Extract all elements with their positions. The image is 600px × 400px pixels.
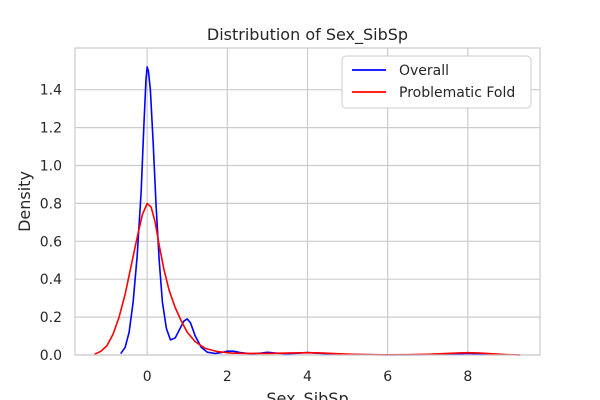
legend-box	[341, 55, 532, 109]
legend: Overall Problematic Fold	[341, 55, 532, 109]
y-tick-label: 0.8	[40, 196, 62, 212]
y-tick-label: 1.2	[40, 121, 62, 137]
legend-label-problematic-fold: Problematic Fold	[399, 85, 515, 101]
x-tick-label: 6	[383, 369, 392, 385]
overall-density-line	[120, 66, 501, 356]
y-axis-label: Density	[15, 171, 34, 232]
y-tick-label: 0.0	[40, 348, 62, 364]
axes-frame	[74, 47, 541, 356]
x-tick-label: 2	[223, 369, 232, 385]
y-tick-label: 0.2	[40, 310, 62, 326]
tick-labels: 0 2 4 6 8 0.0 0.2 0.4 0.6 0.8 1.0 1.2 1.4	[40, 83, 473, 385]
y-tick-label: 0.6	[40, 234, 62, 250]
y-tick-label: 0.4	[40, 272, 62, 288]
x-tick-label: 4	[303, 369, 312, 385]
y-tick-label: 1.0	[40, 158, 62, 174]
x-tick-label: 0	[143, 369, 152, 385]
x-tick-label: 8	[463, 369, 472, 385]
x-axis-label: Sex_SibSp	[266, 389, 348, 400]
legend-label-overall: Overall	[399, 63, 449, 79]
problematic-fold-density-line	[94, 202, 521, 356]
chart-title: Distribution of Sex_SibSp	[207, 25, 408, 45]
y-tick-label: 1.4	[40, 83, 62, 99]
